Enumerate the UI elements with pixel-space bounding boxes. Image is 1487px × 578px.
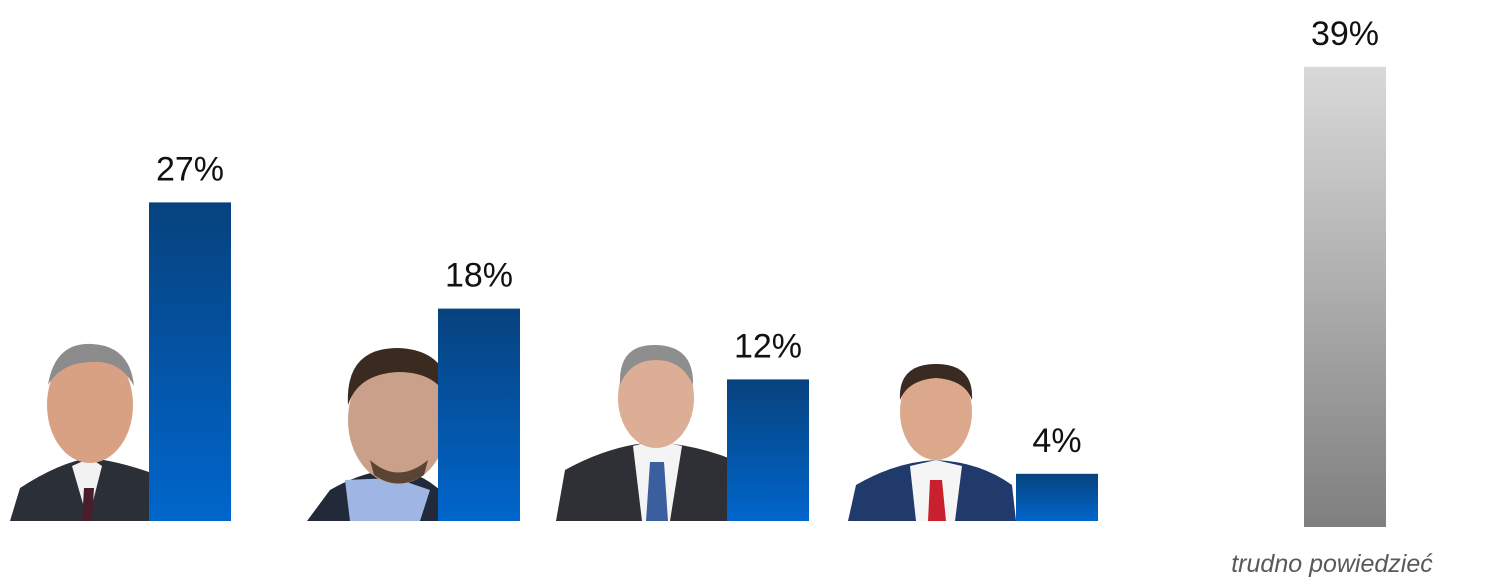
chart: 27% 18% 12% 4% 39% trudno powiedzieć	[0, 0, 1487, 578]
value-label: 39%	[1311, 15, 1379, 53]
bar	[727, 379, 809, 521]
value-label: 18%	[445, 257, 513, 295]
bar	[1304, 67, 1386, 527]
value-label: 27%	[156, 150, 224, 188]
bar	[149, 202, 231, 521]
portrait	[307, 348, 450, 521]
bar	[438, 309, 520, 521]
value-label: 12%	[734, 327, 802, 365]
category-label: trudno powiedzieć	[1231, 550, 1433, 578]
bar	[1016, 474, 1098, 521]
value-label: 4%	[1032, 422, 1081, 460]
portrait	[848, 364, 1016, 521]
